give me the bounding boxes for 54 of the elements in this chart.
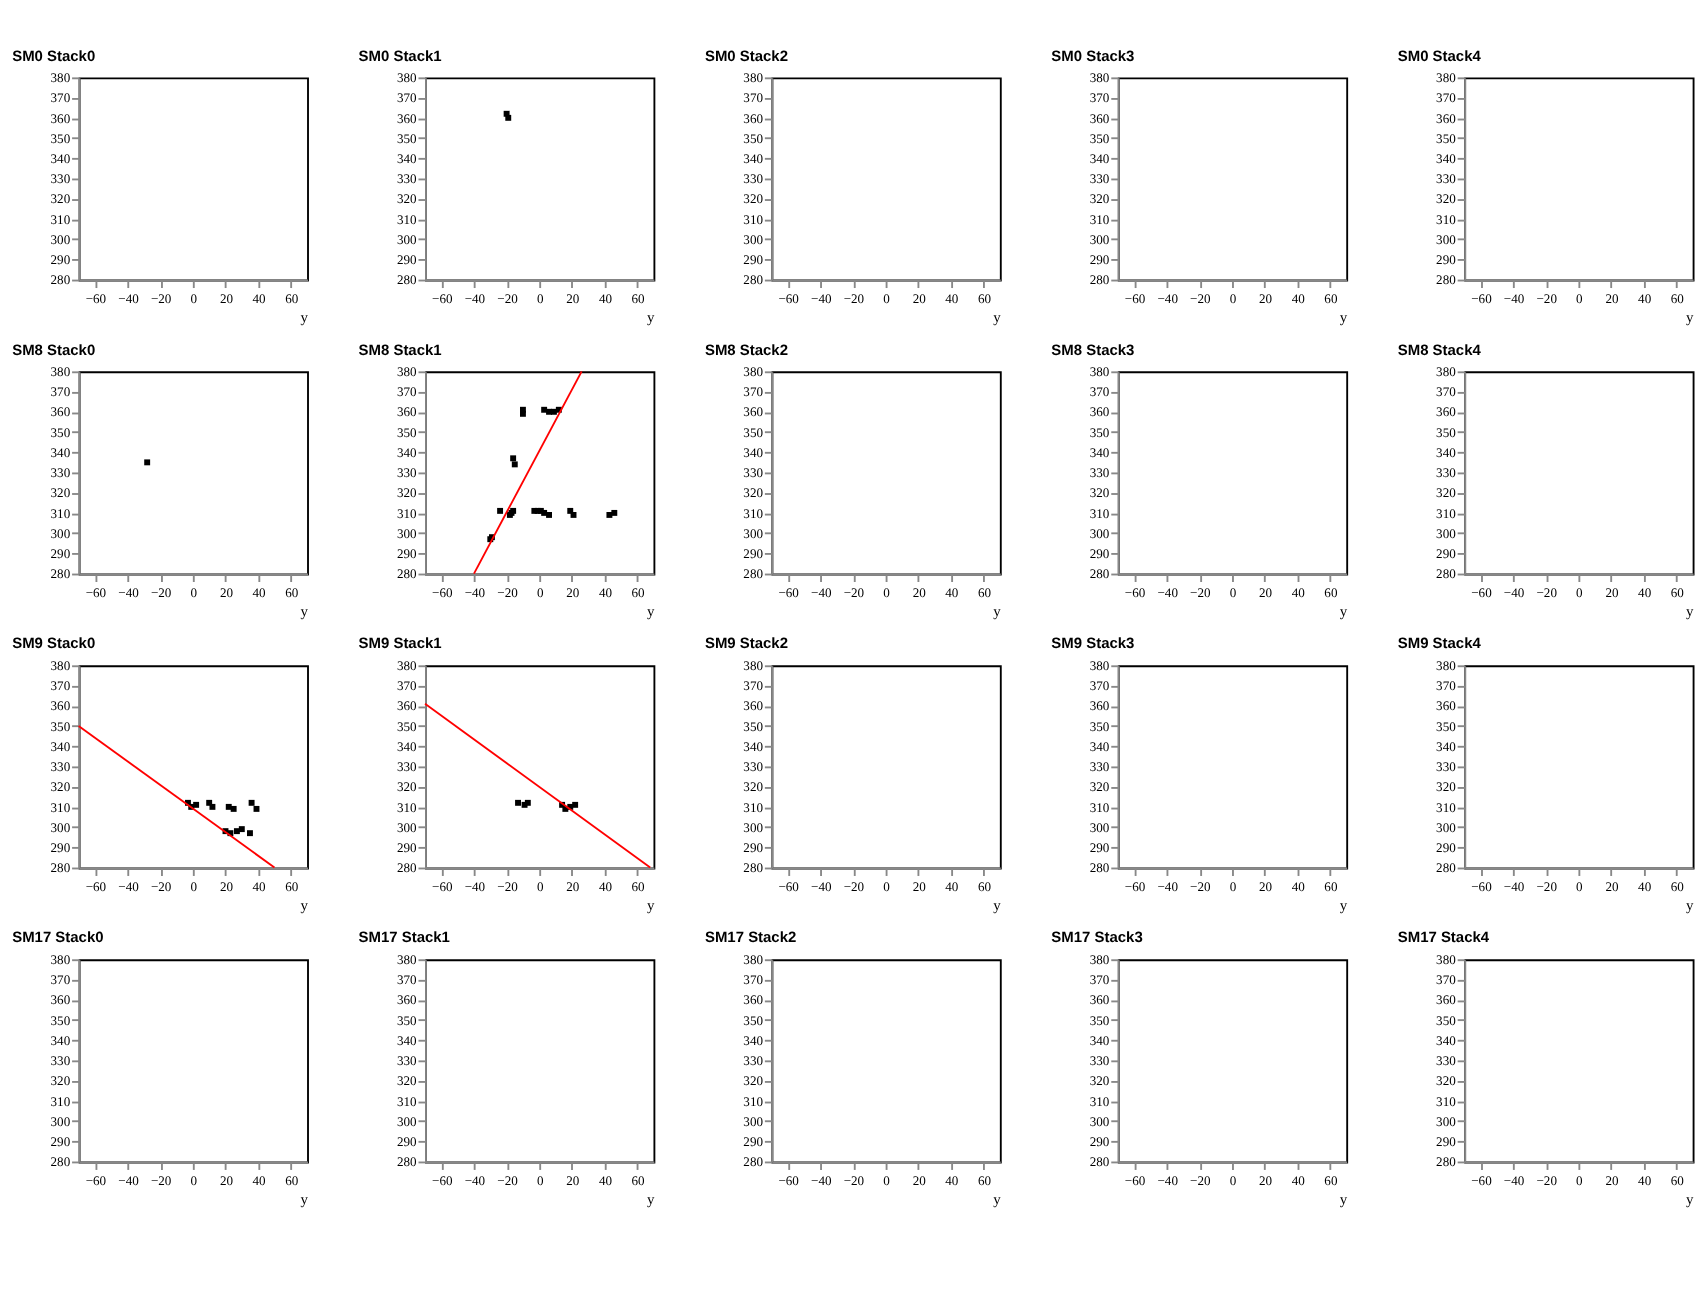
chart-title: SM9 Stack4 — [1397, 634, 1483, 653]
chart-title: SM17 Stack0 — [12, 928, 104, 947]
chart-title: SM8 Stack0 — [12, 340, 96, 359]
point — [611, 509, 618, 516]
point — [247, 830, 253, 837]
chart-title: SM17 Stack3 — [1051, 928, 1143, 947]
x-axis-title: y — [1339, 895, 1348, 914]
x-axis-title: y — [300, 895, 309, 914]
chart-title: SM0 Stack4 — [1397, 46, 1483, 65]
point — [193, 801, 200, 808]
point — [497, 507, 504, 514]
point — [233, 828, 240, 835]
x-axis-title: y — [993, 1189, 1002, 1208]
chart-title: SM8 Stack3 — [1051, 340, 1135, 359]
x-axis-title: y — [300, 1189, 309, 1208]
x-axis-title: y — [300, 601, 309, 620]
x-axis-title: y — [646, 1189, 655, 1208]
point — [510, 455, 517, 462]
chart-title: SM0 Stack0 — [12, 46, 96, 65]
chart-title: SM9 Stack2 — [704, 634, 789, 653]
point — [225, 803, 232, 810]
point — [230, 805, 237, 812]
x-axis-title: y — [993, 601, 1002, 620]
x-axis-title: y — [1686, 895, 1695, 914]
x-axis-title: y — [1339, 601, 1348, 620]
point — [238, 826, 245, 833]
point — [511, 461, 518, 468]
chart-title: SM8 Stack1 — [358, 340, 442, 359]
chart-title: SM9 Stack1 — [358, 634, 442, 653]
x-axis-title: y — [993, 895, 1002, 914]
chart-title: SM0 Stack1 — [358, 46, 442, 65]
x-axis-title: y — [646, 307, 655, 326]
chart-title: SM17 Stack4 — [1397, 928, 1491, 947]
x-axis-title: y — [1686, 601, 1695, 620]
point — [606, 511, 613, 518]
point — [248, 799, 255, 806]
chart-title: SM9 Stack3 — [1051, 634, 1135, 653]
chart-title: SM0 Stack2 — [704, 46, 789, 65]
chart-title: SM8 Stack4 — [1397, 340, 1483, 359]
point — [550, 408, 557, 415]
x-axis-title: y — [646, 601, 655, 620]
x-axis-title: y — [1339, 1189, 1348, 1208]
x-axis-title: y — [993, 307, 1002, 326]
x-axis-title: y — [1339, 307, 1348, 326]
x-axis-title: y — [1686, 307, 1695, 326]
chart-title: SM17 Stack1 — [358, 928, 450, 947]
point — [541, 406, 548, 413]
x-axis-title: y — [300, 307, 309, 326]
chart-title: SM8 Stack2 — [704, 340, 789, 359]
x-axis-title: y — [646, 895, 655, 914]
chart-title: SM9 Stack0 — [12, 634, 96, 653]
chart-title: SM17 Stack2 — [704, 928, 797, 947]
chart-title: SM0 Stack3 — [1051, 46, 1135, 65]
x-axis-title: y — [1686, 1189, 1695, 1208]
